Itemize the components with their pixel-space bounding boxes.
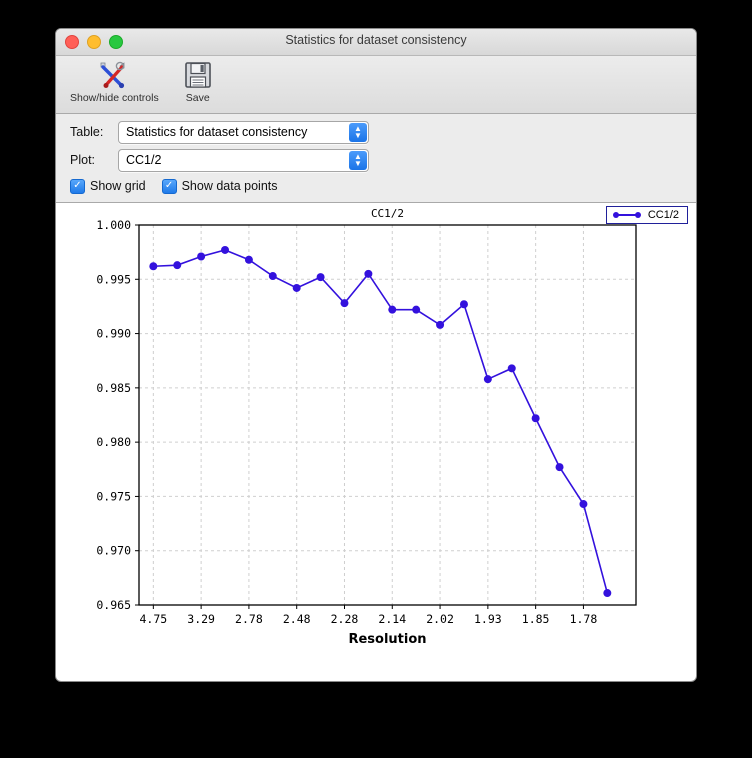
table-select[interactable]: Statistics for dataset consistency ▲ ▼ — [118, 120, 369, 144]
svg-text:2.02: 2.02 — [426, 612, 454, 626]
plot-row: Plot: CC1/2 ▲ ▼ — [56, 148, 696, 172]
show-grid-checkbox[interactable]: ✓ Show grid — [70, 178, 146, 194]
save-button[interactable]: Save — [165, 59, 231, 104]
plot-select[interactable]: CC1/2 ▲ ▼ — [118, 148, 369, 172]
svg-text:0.980: 0.980 — [96, 435, 131, 449]
checkbox-row: ✓ Show grid ✓ Show data points — [56, 176, 696, 196]
window-controls — [65, 35, 123, 49]
plot-label: Plot: — [70, 153, 96, 167]
plot-area: CC1/2 1.000 0.995 0.990 0.985 0.980 0.975 0.970… — [56, 203, 696, 658]
legend-line-swatch — [612, 210, 641, 220]
svg-text:4.75: 4.75 — [139, 612, 167, 626]
show-data-points-label: Show data points — [181, 179, 278, 193]
legend-label: CC1/2 — [647, 209, 679, 221]
table-row: Table: Statistics for dataset consistenc… — [56, 120, 696, 144]
cc-half-line-chart: CC1/2 1.000 0.995 0.990 0.985 0.980 0.975 0.970… — [96, 207, 637, 647]
plot-select-value: CC1/2 — [126, 153, 162, 167]
close-button[interactable] — [65, 35, 79, 49]
save-label: Save — [185, 92, 210, 104]
toolbar: Show/hide controls Save — [56, 56, 696, 114]
show-data-points-checkbox[interactable]: ✓ Show data points — [161, 178, 278, 194]
svg-text:3.29: 3.29 — [187, 612, 215, 626]
chevron-updown-icon: ▲ ▼ — [349, 122, 367, 142]
window-title: Statistics for dataset consistency — [285, 33, 467, 47]
checkmark-icon: ✓ — [70, 178, 85, 194]
svg-text:0.995: 0.995 — [96, 272, 131, 286]
svg-text:0.970: 0.970 — [96, 544, 131, 558]
app-window: Statistics for dataset consistency — [55, 28, 697, 682]
minimize-button[interactable] — [87, 35, 101, 49]
svg-text:Resolution: Resolution — [348, 632, 426, 647]
svg-text:0.990: 0.990 — [96, 327, 131, 341]
tools-icon — [97, 59, 131, 91]
svg-text:0.975: 0.975 — [96, 489, 131, 503]
svg-text:CC1/2: CC1/2 — [371, 207, 404, 220]
svg-text:2.78: 2.78 — [235, 612, 263, 626]
chevron-updown-icon: ▲ ▼ — [349, 150, 367, 170]
show-grid-label: Show grid — [90, 179, 146, 193]
checkmark-icon: ✓ — [161, 178, 177, 194]
maximize-button[interactable] — [109, 35, 123, 49]
svg-text:1.78: 1.78 — [570, 612, 598, 626]
svg-text:2.14: 2.14 — [378, 612, 406, 626]
window-titlebar[interactable]: Statistics for dataset consistency — [56, 29, 696, 56]
chart-legend: CC1/2 — [605, 206, 688, 224]
svg-text:0.985: 0.985 — [96, 381, 131, 395]
svg-text:0.965: 0.965 — [96, 598, 131, 612]
show-hide-controls-button[interactable]: Show/hide controls — [64, 59, 165, 104]
svg-text:1.000: 1.000 — [96, 218, 131, 232]
table-label: Table: — [70, 125, 104, 139]
controls-panel: Table: Statistics for dataset consistenc… — [56, 114, 696, 203]
svg-text:1.85: 1.85 — [522, 612, 550, 626]
svg-text:2.48: 2.48 — [283, 612, 311, 626]
floppy-disk-icon — [183, 59, 213, 91]
table-select-value: Statistics for dataset consistency — [126, 125, 308, 139]
svg-text:2.28: 2.28 — [331, 612, 359, 626]
show-hide-controls-label: Show/hide controls — [70, 92, 159, 104]
svg-text:1.93: 1.93 — [474, 612, 502, 626]
